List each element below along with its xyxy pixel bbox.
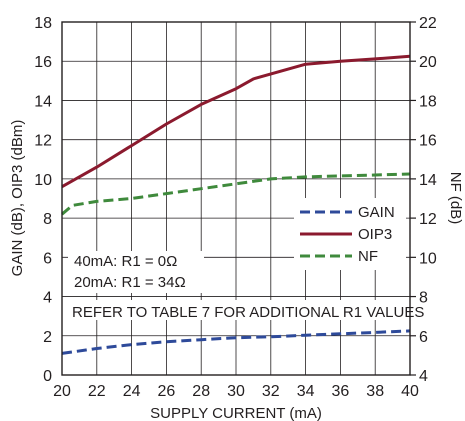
y-axis-title-right: NF (dB) (447, 172, 464, 225)
x-tick-label: 32 (262, 383, 280, 400)
x-tick-label: 36 (332, 383, 350, 400)
y-tick-label-left: 10 (34, 172, 52, 189)
x-tick-label: 26 (158, 383, 176, 400)
y-tick-label-left: 0 (43, 368, 52, 385)
x-tick-label: 34 (297, 383, 315, 400)
x-tick-label: 40 (401, 383, 419, 400)
x-axis-title: SUPPLY CURRENT (mA) (150, 405, 322, 421)
y-tick-label-right: 16 (419, 133, 437, 150)
x-tick-label: 30 (227, 383, 245, 400)
y-tick-label-right: 14 (419, 172, 437, 189)
x-tick-label: 24 (123, 383, 141, 400)
x-tick-label: 38 (366, 383, 384, 400)
y-tick-label-left: 16 (34, 54, 52, 71)
y-axis-title-left: GAIN (dB), OIP3 (dBm) (9, 120, 26, 277)
r1-line-1: 40mA: R1 = 0Ω (74, 253, 177, 270)
y-tick-label-left: 8 (43, 211, 52, 228)
y-tick-label-left: 4 (43, 290, 52, 307)
y-tick-label-right: 18 (419, 93, 437, 110)
y-tick-label-left: 12 (34, 133, 52, 150)
legend-label-nf: NF (358, 248, 378, 265)
y-tick-label-left: 14 (34, 93, 52, 110)
x-tick-label: 28 (192, 383, 210, 400)
y-tick-label-right: 22 (419, 15, 437, 32)
y-tick-label-left: 6 (43, 250, 52, 267)
legend-label-oip3: OIP3 (358, 226, 392, 243)
y-tick-label-right: 20 (419, 54, 437, 71)
x-tick-label: 20 (53, 383, 71, 400)
y-tick-label-left: 2 (43, 329, 52, 346)
r1-line-2: 20mA: R1 = 34Ω (74, 274, 186, 291)
y-tick-label-right: 8 (419, 290, 428, 307)
y-tick-label-right: 12 (419, 211, 437, 228)
y-tick-label-left: 18 (34, 15, 52, 32)
y-tick-label-right: 6 (419, 329, 428, 346)
note-text: REFER TO TABLE 7 FOR ADDITIONAL R1 VALUE… (72, 304, 424, 321)
y-tick-label-right: 10 (419, 250, 437, 267)
legend-label-gain: GAIN (358, 204, 395, 221)
y-tick-label-right: 4 (419, 368, 428, 385)
x-tick-label: 22 (88, 383, 106, 400)
